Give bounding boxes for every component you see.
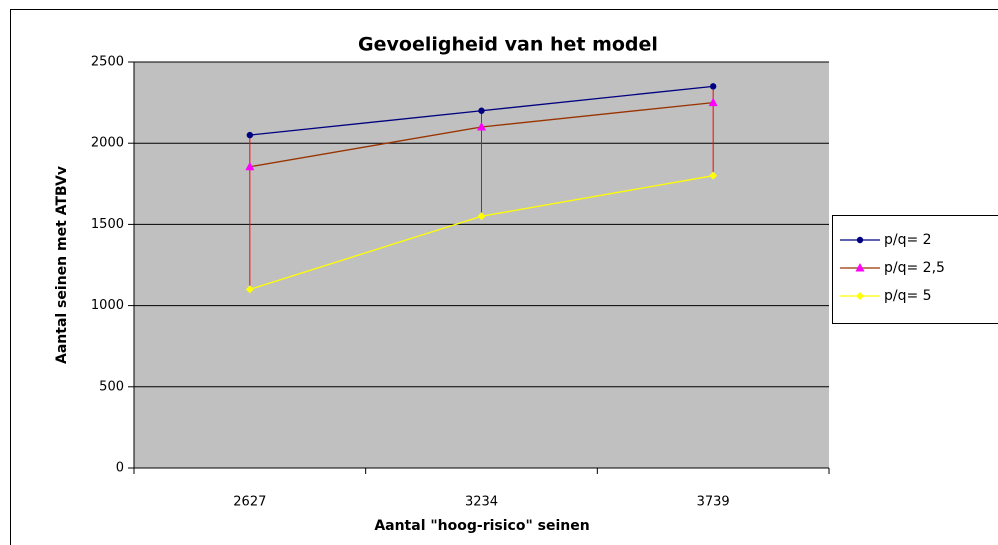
chart-title: Gevoeligheid van het model — [358, 34, 658, 56]
legend-label: p/q= 2 — [884, 232, 932, 248]
data-point — [709, 171, 718, 180]
data-point — [477, 121, 486, 131]
data-point — [246, 131, 254, 139]
y-tick-label: 2000 — [91, 136, 124, 151]
y-tick-label: 0 — [116, 461, 124, 476]
y-tick-label: 2500 — [91, 55, 124, 70]
data-point — [709, 83, 717, 90]
x-tick-label: 3739 — [697, 495, 730, 510]
y-tick-label: 1000 — [91, 298, 124, 313]
data-point — [245, 285, 254, 294]
legend-label: p/q= 2,5 — [884, 260, 945, 276]
legend-label: p/q= 5 — [884, 288, 932, 304]
x-tick-label: 2627 — [233, 495, 266, 510]
y-tick-label: 1500 — [91, 217, 124, 232]
legend-marker — [855, 263, 865, 272]
x-axis-label: Aantal "hoog-risico" seinen — [374, 518, 589, 534]
legend-marker — [856, 236, 864, 244]
y-tick-label: 500 — [99, 379, 124, 394]
legend-marker — [856, 292, 864, 300]
data-point — [708, 97, 718, 107]
x-tick-label: 3234 — [465, 495, 498, 510]
y-axis-label: Aantal seinen met ATBVv — [54, 166, 70, 364]
data-point — [477, 212, 486, 221]
data-point — [478, 107, 485, 114]
data-point — [245, 161, 255, 171]
